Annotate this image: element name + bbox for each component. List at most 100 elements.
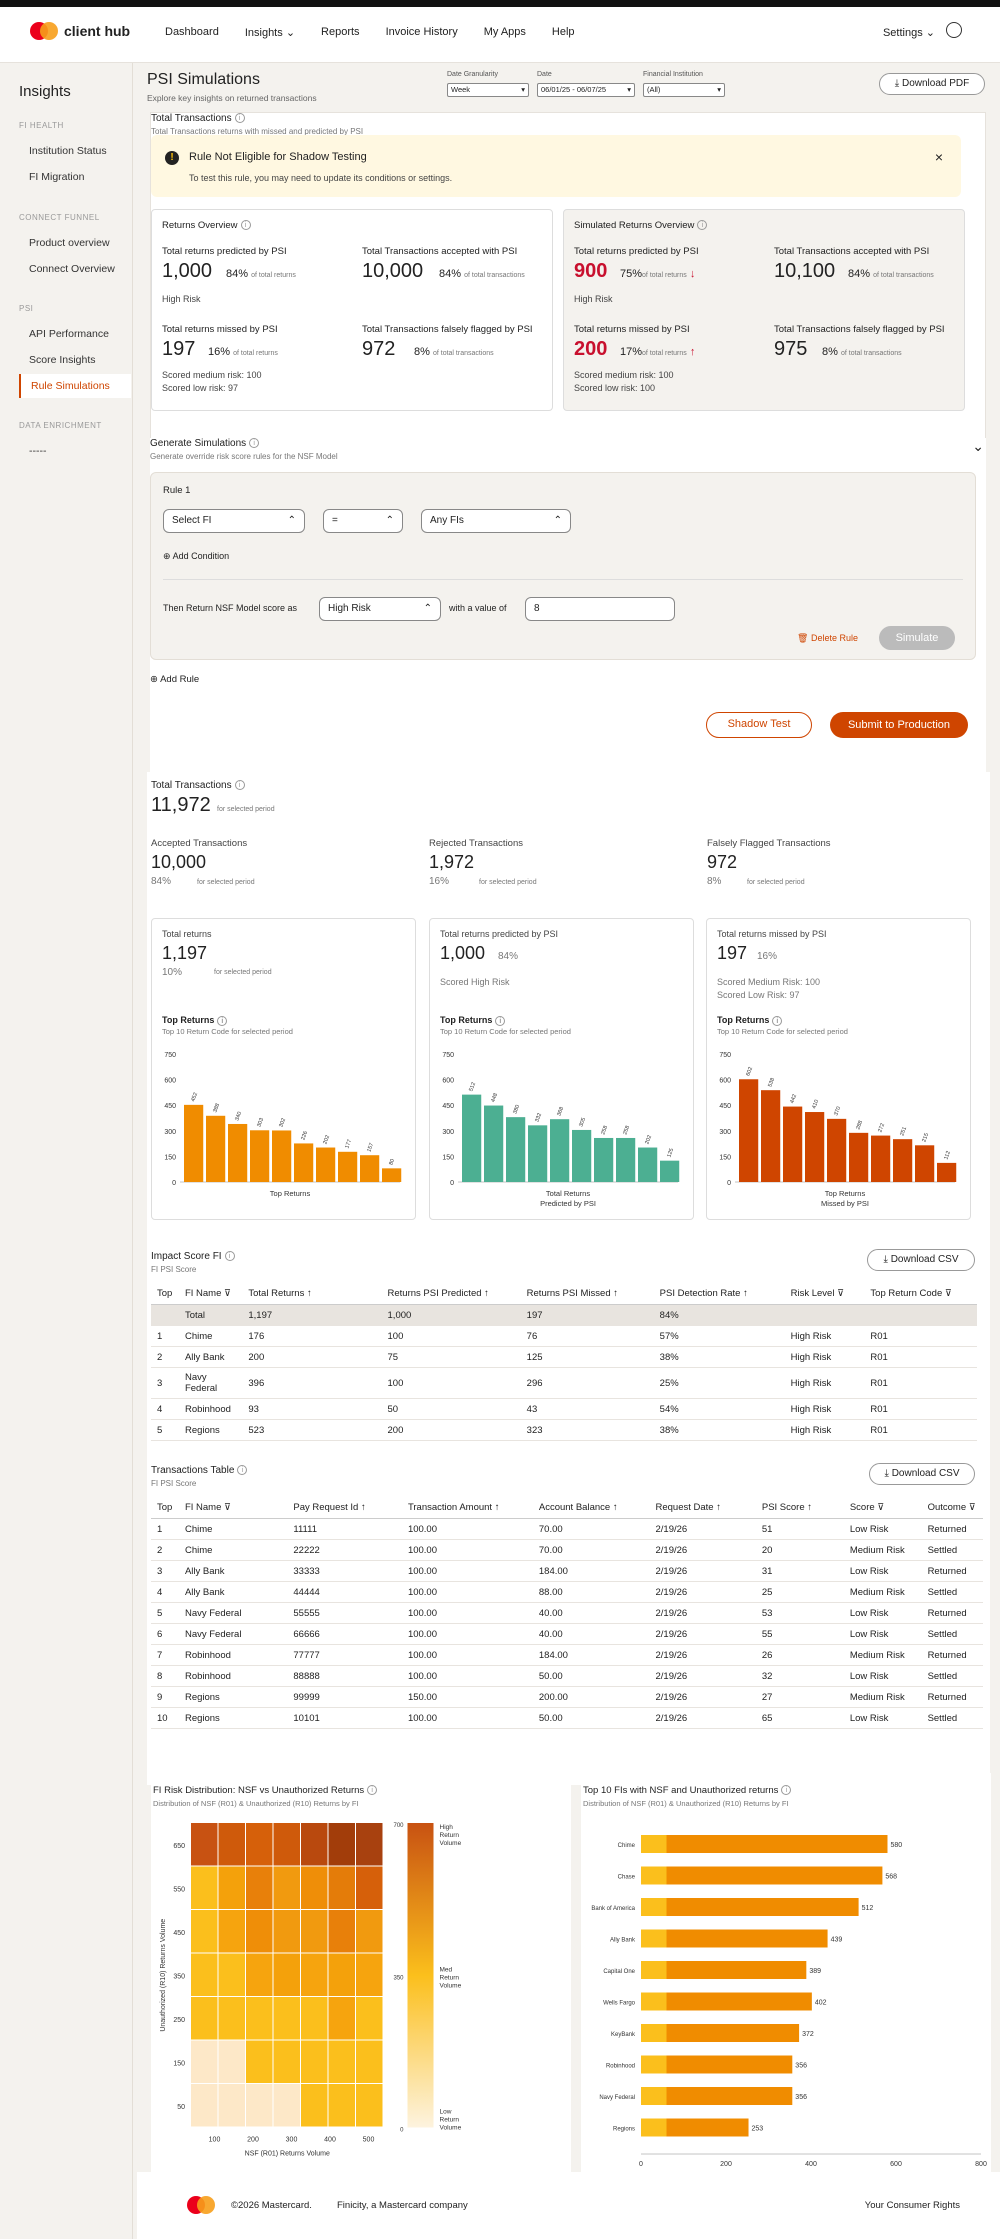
sidebar-item-fi-migration[interactable]: FI Migration	[29, 171, 85, 183]
column-header[interactable]: Top	[151, 1283, 179, 1305]
info-icon: i	[240, 220, 251, 231]
table-row[interactable]: 3 Ally Bank 33333 100.00 184.00 2/19/26 31 Low …	[151, 1560, 983, 1582]
column-header[interactable]: Request Date ↑	[649, 1497, 756, 1519]
column-header[interactable]: Total Returns ↑	[242, 1283, 382, 1305]
sidebar-item-placeholder[interactable]: -----	[29, 445, 47, 457]
column-header[interactable]: Returns PSI Missed ↑	[520, 1283, 654, 1305]
delete-rule-button[interactable]: 🗑 Delete Rule	[797, 633, 858, 643]
submit-to-production-button[interactable]: Submit to Production	[830, 712, 968, 738]
column-header[interactable]: Pay Request Id ↑	[287, 1497, 402, 1519]
add-rule-button[interactable]: ⊕ Add Rule	[150, 674, 200, 685]
table-cell: 100.00	[401, 1539, 533, 1561]
add-condition-button[interactable]: ⊕ Add Condition	[163, 551, 230, 561]
table-cell: 1,197	[242, 1304, 382, 1326]
select-fi-dropdown[interactable]: Select FI ⌃	[163, 509, 305, 533]
impact-download-csv-button[interactable]: ⤓ Download CSV	[867, 1249, 975, 1271]
app-logo[interactable]: client hub	[30, 22, 130, 40]
bar	[360, 1155, 380, 1182]
table-row[interactable]: 2 Chime 22222 100.00 70.00 2/19/26 20 Medium Ri…	[151, 1539, 983, 1561]
close-icon[interactable]: ×	[934, 149, 943, 165]
divider	[163, 579, 963, 580]
column-header[interactable]: Outcome ⊽	[921, 1497, 983, 1519]
info-icon: i	[781, 1785, 792, 1796]
y-tick-label: 450	[164, 1103, 176, 1110]
column-header[interactable]: FI Name ⊽	[178, 1497, 288, 1519]
table-cell: 11111	[287, 1518, 402, 1540]
transactions-download-csv-button[interactable]: ⤓ Download CSV	[869, 1463, 975, 1485]
table-cell: 93	[242, 1398, 382, 1420]
column-header[interactable]: Account Balance ↑	[532, 1497, 650, 1519]
summary-flagged-pct: 8%	[707, 876, 722, 887]
financial-institution-select[interactable]: (All) ▾	[643, 83, 725, 97]
impact-score-panel: Impact Score FI i FI PSI Score ⤓ Download…	[147, 1241, 990, 1459]
nav-dashboard[interactable]: Dashboard	[165, 26, 219, 38]
summary-accepted-label: Accepted Transactions	[151, 838, 248, 849]
table-row[interactable]: 2 Ally Bank 200 75 125 38% High Risk R01	[151, 1346, 977, 1368]
sidebar-item-connect-overview[interactable]: Connect Overview	[29, 263, 115, 275]
filter-label-fi: Financial Institution	[643, 71, 703, 78]
table-row[interactable]: 10 Regions 10101 100.00 50.00 2/19/26 65 Low Ri…	[151, 1707, 983, 1729]
sidebar-item-rule-simulations[interactable]: Rule Simulations	[19, 374, 131, 398]
nav-insights[interactable]: Insights ⌄	[244, 27, 296, 39]
table-cell: 99999	[287, 1686, 402, 1708]
column-header[interactable]: Risk Level ⊽	[784, 1283, 865, 1305]
table-row[interactable]: 5 Navy Federal 55555 100.00 40.00 2/19/26 53 Lo…	[151, 1602, 983, 1624]
table-row[interactable]: 1 Chime 176 100 76 57% High Risk R01	[151, 1325, 977, 1347]
footer-consumer-rights-link[interactable]: Your Consumer Rights	[864, 2200, 960, 2211]
table-row[interactable]: 5 Regions 523 200 323 38% High Risk R01	[151, 1419, 977, 1441]
column-header[interactable]: PSI Detection Rate ↑	[653, 1283, 785, 1305]
plus-circle-icon: ⊕	[150, 674, 158, 685]
fis-dropdown[interactable]: Any FIs ⌃	[421, 509, 571, 533]
sidebar-item-api-performance[interactable]: API Performance	[29, 328, 109, 340]
value-input[interactable]: 8	[525, 597, 675, 621]
settings-menu[interactable]: Settings ⌄	[882, 27, 935, 39]
nav-reports[interactable]: Reports	[321, 26, 360, 38]
simulate-button[interactable]: Simulate	[879, 626, 955, 650]
top-returns-title: Top Returns i	[440, 1015, 506, 1026]
table-cell: Returned	[921, 1560, 983, 1582]
sidebar-item-product-overview[interactable]: Product overview	[29, 237, 110, 249]
table-row[interactable]: 9 Regions 99999 150.00 200.00 2/19/26 27 Medium…	[151, 1686, 983, 1708]
nav-invoice-history[interactable]: Invoice History	[385, 26, 458, 38]
column-header[interactable]: Top Return Code ⊽	[864, 1283, 977, 1305]
table-row[interactable]: 6 Navy Federal 66666 100.00 40.00 2/19/26 55 Lo…	[151, 1623, 983, 1645]
column-header[interactable]: Score ⊽	[843, 1497, 922, 1519]
date-granularity-select[interactable]: Week ▾	[447, 83, 529, 97]
chevron-down-icon[interactable]: ⌄	[972, 438, 984, 454]
table-cell: 44444	[287, 1581, 402, 1603]
sidebar-item-score-insights[interactable]: Score Insights	[29, 354, 96, 366]
info-icon: i	[234, 780, 245, 791]
arrow-down-icon: ↓	[689, 268, 696, 280]
table-cell	[784, 1304, 865, 1326]
filter-icon: ⊽	[944, 1288, 952, 1299]
table-row[interactable]: 4 Robinhood 93 50 43 54% High Risk R01	[151, 1398, 977, 1420]
top10-chart: Chime 580 Chase 568 Bank of America 512 Ally B…	[591, 1835, 987, 2184]
column-header[interactable]: PSI Score ↑	[755, 1497, 844, 1519]
download-pdf-button[interactable]: ⤓ Download PDF	[879, 73, 985, 95]
y-tick-label: 0	[450, 1180, 454, 1187]
column-header[interactable]: Returns PSI Predicted ↑	[381, 1283, 521, 1305]
table-row[interactable]: 3 Navy Federal 396 100 296 25% High Risk R01	[151, 1367, 977, 1399]
sidebar-item-institution-status[interactable]: Institution Status	[29, 145, 107, 157]
transactions-title: Transactions Table i	[151, 1465, 248, 1476]
rule-box: Rule 1 Select FI ⌃ = ⌃ Any FIs ⌃ ⊕ Add Cond…	[150, 472, 976, 660]
category-label: Navy Federal	[599, 2095, 635, 2101]
risk-level-dropdown[interactable]: High Risk ⌃	[319, 597, 441, 621]
user-avatar-icon[interactable]	[946, 22, 962, 38]
nav-my-apps[interactable]: My Apps	[483, 26, 526, 38]
table-row[interactable]: 4 Ally Bank 44444 100.00 88.00 2/19/26 25 Mediu…	[151, 1581, 983, 1603]
heatmap-cell	[191, 2084, 218, 2127]
shadow-test-button[interactable]: Shadow Test	[706, 712, 812, 738]
date-range-select[interactable]: 06/01/25 - 06/07/25 ▾	[537, 83, 635, 97]
table-row[interactable]: 7 Robinhood 77777 100.00 184.00 2/19/26 26 Medi…	[151, 1644, 983, 1666]
column-header[interactable]: Transaction Amount ↑	[401, 1497, 533, 1519]
sidebar-title: Insights	[19, 83, 71, 100]
y-tick-label: 750	[719, 1052, 731, 1059]
nav-help[interactable]: Help	[551, 26, 575, 38]
table-row[interactable]: 8 Robinhood 88888 100.00 50.00 2/19/26 32 Low R…	[151, 1665, 983, 1687]
column-header[interactable]: Top	[151, 1497, 179, 1519]
top-returns-bar-chart: 0 150 300 450 600 750 512 448 380 332 368 305 258 258…	[442, 1052, 680, 1208]
operator-dropdown[interactable]: = ⌃	[323, 509, 403, 533]
column-header[interactable]: FI Name ⊽	[178, 1283, 243, 1305]
table-row[interactable]: 1 Chime 11111 100.00 70.00 2/19/26 51 Low Risk R…	[151, 1518, 983, 1540]
